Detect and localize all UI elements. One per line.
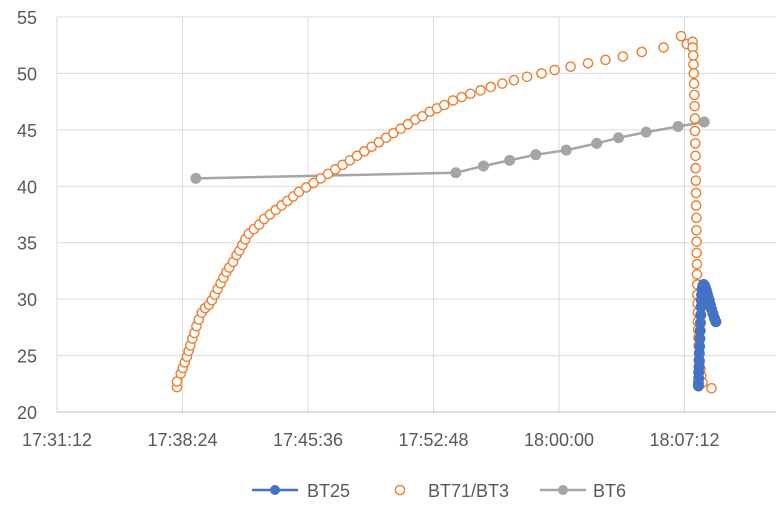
data-point	[565, 61, 576, 72]
data-point	[560, 144, 572, 156]
data-point	[190, 172, 202, 184]
data-point	[688, 78, 700, 89]
data-point	[450, 167, 462, 179]
series-bt6	[190, 116, 710, 184]
x-tick-label: 17:45:36	[273, 430, 343, 450]
data-point	[690, 200, 702, 211]
data-point	[690, 162, 701, 174]
y-tick-label: 55	[17, 8, 37, 28]
legend-marker	[558, 485, 568, 495]
data-point	[477, 160, 489, 172]
data-point	[617, 51, 629, 62]
data-point	[687, 50, 699, 61]
data-point	[497, 78, 508, 89]
axis-ticks: 20 25 30 35 40 45 50 55 17:31:12 17:38:24 17:45:36…	[17, 8, 720, 450]
data-point	[504, 154, 516, 166]
data-point	[465, 88, 476, 100]
data-point	[591, 137, 603, 149]
data-point	[582, 57, 594, 69]
data-point	[600, 54, 611, 66]
data-point	[658, 42, 669, 53]
legend-marker	[270, 485, 280, 495]
x-tick-label: 17:38:24	[147, 430, 217, 450]
data-point	[689, 89, 700, 101]
data-point	[640, 126, 652, 138]
series-bt25	[692, 278, 722, 392]
data-point	[710, 316, 722, 328]
legend-label: BT71/BT3	[428, 481, 509, 501]
data-point	[530, 149, 542, 161]
data-point	[636, 46, 648, 58]
legend-item-bt6: BT6	[540, 481, 626, 501]
y-tick-label: 20	[17, 403, 37, 423]
data-point	[690, 187, 702, 199]
data-point	[438, 99, 450, 111]
data-point	[691, 224, 702, 236]
data-point	[706, 382, 717, 394]
x-tick-label: 18:00:00	[524, 430, 594, 450]
x-tick-label: 17:31:12	[22, 430, 92, 450]
legend: BT25 BT71/BT3 BT6	[252, 481, 626, 501]
y-tick-label: 25	[17, 347, 37, 367]
legend-item-bt71-bt3: BT71/BT3	[394, 481, 509, 501]
x-tick-label: 17:52:48	[398, 430, 468, 450]
plot-area	[171, 30, 722, 394]
data-point	[475, 85, 486, 96]
data-point	[691, 212, 702, 224]
data-point	[698, 116, 710, 128]
legend-item-bt25: BT25	[252, 481, 350, 501]
data-point	[485, 81, 497, 93]
data-point	[521, 71, 533, 83]
data-point	[688, 68, 700, 79]
y-tick-label: 40	[17, 177, 37, 197]
legend-label: BT6	[593, 481, 626, 501]
y-tick-label: 50	[17, 64, 37, 84]
data-point	[456, 91, 467, 103]
data-point	[691, 247, 703, 259]
x-tick-label: 18:07:12	[649, 430, 719, 450]
data-point	[691, 269, 703, 280]
y-tick-label: 30	[17, 290, 37, 310]
data-point	[688, 59, 699, 70]
data-point	[549, 64, 560, 76]
y-tick-label: 45	[17, 121, 37, 141]
data-point	[675, 30, 687, 42]
data-point	[613, 132, 625, 144]
data-point	[689, 113, 701, 124]
data-point	[689, 138, 701, 149]
series-bt71-bt3	[171, 30, 717, 394]
legend-label: BT25	[307, 481, 350, 501]
series-line-bt6	[195, 120, 705, 180]
data-point	[690, 150, 701, 162]
data-point	[508, 74, 520, 86]
data-point	[536, 68, 547, 79]
data-point	[689, 100, 700, 112]
data-point	[447, 95, 459, 106]
y-tick-label: 35	[17, 234, 37, 254]
data-point	[689, 125, 701, 137]
grid	[56, 16, 776, 413]
data-point	[672, 120, 684, 132]
legend-marker	[394, 484, 406, 496]
data-point	[691, 236, 703, 247]
data-point	[690, 175, 702, 186]
data-point	[691, 258, 703, 270]
